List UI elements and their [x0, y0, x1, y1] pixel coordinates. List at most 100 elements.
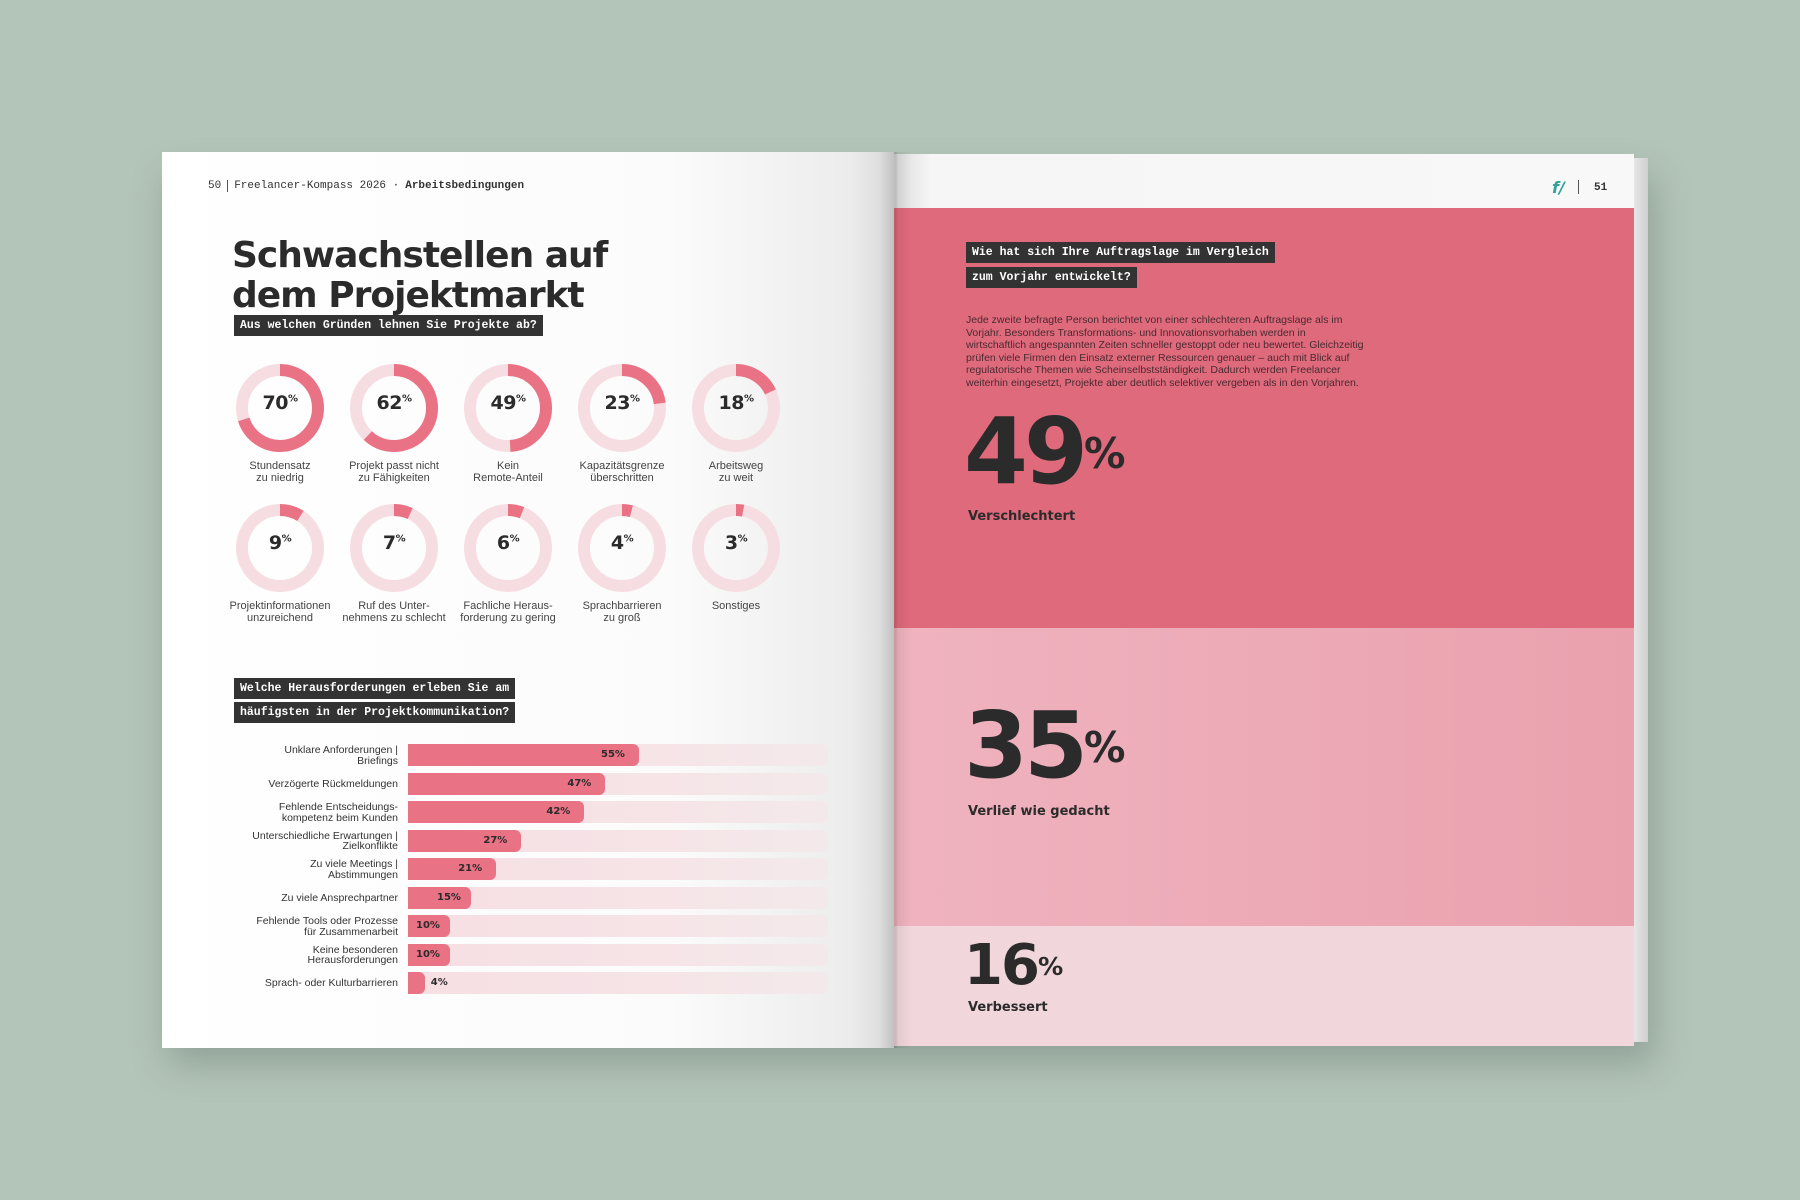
- question-rejection-reasons: Aus welchen Gründen lehnen Sie Projekte …: [234, 315, 543, 336]
- bar-value: 21%: [458, 863, 483, 874]
- donut-label-line2: Remote-Anteil: [473, 472, 543, 484]
- donut-value-number: 49: [490, 392, 517, 414]
- bar-row: Fehlende Tools oder Prozesse für Zusammen…: [208, 915, 888, 941]
- donut-label-line2: zu groß: [603, 612, 641, 624]
- donut-label-line1: Sprachbarrieren: [582, 600, 662, 612]
- bar-value: 47%: [567, 777, 592, 789]
- donut-label-line2: überschritten: [590, 472, 654, 484]
- left-page: 50 Freelancer-Kompass 2026 · Arbeitsbedi…: [162, 152, 894, 1048]
- question-order-line1: Wie hat sich Ihre Auftragslage im Vergle…: [966, 242, 1275, 263]
- bar-label: Keine besonderen Herausforderungen: [208, 944, 398, 966]
- bar-track: 21%: [408, 858, 828, 880]
- bar-fill: [408, 801, 585, 823]
- bar-label: Verzögerte Rückmeldungen: [208, 778, 398, 790]
- donut-ring: [692, 504, 780, 592]
- donut-label-line1: Kein: [496, 460, 520, 472]
- donut-ring: [692, 364, 780, 452]
- donut-label-line1: Ruf des Unter-: [358, 600, 430, 612]
- donut-label: Fachliche Heraus-forderung zu gering: [452, 600, 564, 624]
- bar-label-line1: Fehlende Tools oder Prozesse: [256, 915, 398, 927]
- stat-better-label: Verbessert: [968, 1000, 1048, 1015]
- donut-value-unit: %: [509, 533, 520, 545]
- bar-track: 47%: [408, 772, 828, 795]
- bar-row: Fehlende Entscheidungs-kompetenz beim Ku…: [208, 801, 888, 827]
- donut-arc: [578, 504, 666, 592]
- donut-value: 7%: [338, 532, 450, 554]
- donut-item: 3% Sonstiges: [680, 502, 792, 612]
- stat-worse-label: Verschlechtert: [968, 509, 1076, 524]
- donut-ring: [464, 364, 552, 452]
- donut-value-unit: %: [395, 533, 406, 545]
- right-page: f/ 51 Wie hat sich Ihre Auftragslage im …: [894, 154, 1634, 1046]
- donut-arc: [350, 364, 438, 452]
- bar-value: 4%: [430, 977, 448, 988]
- donut-ring: [578, 364, 666, 452]
- question-order-line2: zum Vorjahr entwickelt?: [966, 267, 1137, 288]
- bar-fill: [408, 915, 450, 937]
- donut-arc: [464, 504, 552, 592]
- body-text: Jede zweite befragte Person berichtet vo…: [966, 314, 1364, 389]
- bar-row: Unterschiedliche Erwartungen | Zielkonfli…: [208, 829, 888, 856]
- donut-arc: [464, 364, 552, 452]
- donut-label: Sprachbarrieren zu groß: [566, 600, 678, 624]
- donut-label-line2: zu niedrig: [256, 472, 304, 484]
- donut-label-line1: Kapazitätsgrenze: [579, 460, 665, 472]
- page-title: Schwachstellen auf dem Projektmarkt: [232, 236, 832, 316]
- donut-ring: [350, 364, 438, 452]
- right-head-divider: [1578, 180, 1579, 194]
- question-communication-line2: häufigsten in der Projektkommunikation?: [234, 702, 516, 723]
- bar-track: 10%: [408, 915, 828, 937]
- stat-band-better: [894, 926, 1634, 1046]
- bar-row: Zu viele Meetings | Abstimmungen 21%: [208, 858, 888, 884]
- donut-value-unit: %: [737, 533, 748, 545]
- donut-value-unit: %: [629, 393, 640, 405]
- donut-ring: [464, 504, 552, 592]
- donut-value-unit: %: [287, 393, 298, 405]
- donut-value-number: 62: [376, 392, 403, 414]
- bar-label-line1: Fehlende Entscheidungs-: [278, 801, 398, 813]
- question-rejection-label: Aus welchen Gründen lehnen Sie Projekte …: [234, 315, 543, 336]
- bar-label-line2: Zielkonflikte: [342, 840, 398, 852]
- donut-value-number: 3: [724, 532, 738, 554]
- donut-label: Sonstiges: [680, 600, 792, 612]
- donut-arc: [350, 504, 438, 592]
- donut-value: 49%: [452, 392, 564, 414]
- donut-value-number: 23: [604, 392, 631, 414]
- bar-fill: [408, 744, 639, 766]
- bar-label: Zu viele Meetings | Abstimmungen: [208, 859, 398, 880]
- bar-value: 42%: [546, 806, 571, 817]
- donut-value: 70%: [224, 392, 336, 414]
- running-head: 50 Freelancer-Kompass 2026 · Arbeitsbedi…: [208, 180, 524, 192]
- stat-better-number: 16: [964, 933, 1040, 998]
- bar-fill: [408, 829, 522, 852]
- bar-value: 10%: [416, 920, 440, 931]
- bar-row: Verzögerte Rückmeldungen 47%: [208, 772, 888, 799]
- bar-label: Unklare Anforderungen | Briefings: [208, 745, 398, 766]
- stat-worse-unit: %: [1084, 430, 1126, 479]
- stat-band-as-expected: [894, 628, 1634, 926]
- donut-arc: [578, 364, 666, 452]
- donut-ring: [578, 504, 666, 592]
- donut-label: Stundensatz zu niedrig: [224, 460, 336, 484]
- stat-worse-value: 49%: [964, 406, 1126, 498]
- donut-label-line1: Projektinformationen: [229, 600, 331, 612]
- question-order-situation: Wie hat sich Ihre Auftragslage im Vergle…: [966, 242, 1275, 292]
- stat-better-value: 16%: [964, 938, 1063, 994]
- donut-label-line1: Stundensatz: [249, 460, 311, 472]
- stat-as-expected-unit: %: [1084, 724, 1126, 773]
- stat-as-expected-value: 35%: [964, 700, 1126, 792]
- bar-label-line2: kompetenz beim Kunden: [281, 811, 398, 824]
- bar-label-line2: Herausforderungen: [307, 954, 398, 966]
- bar-label-line1: Zu viele Meetings |: [310, 858, 398, 870]
- donut-value: 18%: [680, 392, 792, 414]
- running-head-divider: [227, 180, 229, 192]
- bar-label-line1: Sprach- oder Kulturbarrieren: [264, 977, 398, 989]
- donut-value-unit: %: [401, 393, 412, 405]
- bar-fill: [408, 943, 450, 966]
- bar-value: 15%: [437, 891, 461, 903]
- donut-value-number: 6: [496, 532, 510, 554]
- bar-track: 4%: [408, 972, 828, 994]
- donut-item: 7% Ruf des Unter-nehmens zu schlecht: [338, 502, 450, 624]
- bar-track: 15%: [408, 886, 828, 909]
- bar-track: 27%: [408, 829, 828, 852]
